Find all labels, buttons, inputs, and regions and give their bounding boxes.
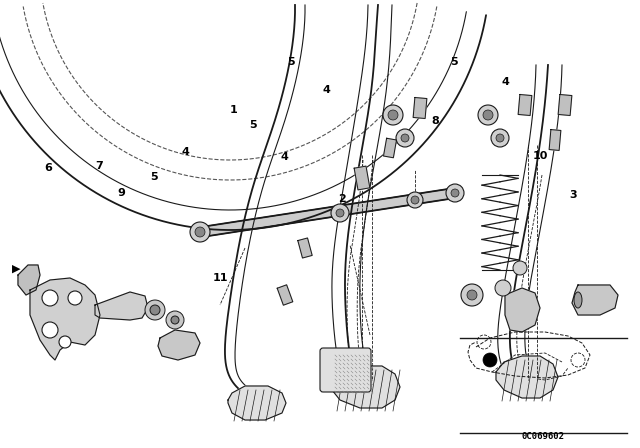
Polygon shape	[158, 330, 200, 360]
Text: 5: 5	[150, 172, 157, 182]
Circle shape	[495, 280, 511, 296]
Text: 5: 5	[287, 57, 295, 67]
Circle shape	[478, 105, 498, 125]
Polygon shape	[558, 95, 572, 116]
Text: 4: 4	[502, 77, 509, 86]
Polygon shape	[277, 285, 292, 305]
Text: 7: 7	[95, 161, 103, 171]
Circle shape	[513, 261, 527, 275]
Polygon shape	[332, 366, 400, 408]
Text: 2: 2	[339, 194, 346, 204]
Circle shape	[496, 134, 504, 142]
Polygon shape	[413, 98, 427, 118]
Circle shape	[190, 222, 210, 242]
Circle shape	[42, 322, 58, 338]
Polygon shape	[30, 278, 100, 360]
Circle shape	[59, 336, 71, 348]
Text: 4: 4	[182, 147, 189, 157]
Circle shape	[150, 305, 160, 315]
Polygon shape	[95, 292, 148, 320]
Polygon shape	[549, 129, 561, 151]
Circle shape	[42, 290, 58, 306]
Circle shape	[171, 316, 179, 324]
Text: 4: 4	[323, 85, 330, 95]
Polygon shape	[572, 285, 618, 315]
Polygon shape	[354, 166, 370, 190]
Circle shape	[411, 196, 419, 204]
Circle shape	[483, 110, 493, 120]
Text: 4: 4	[281, 152, 289, 162]
Polygon shape	[298, 238, 312, 258]
Text: 10: 10	[533, 151, 548, 161]
Polygon shape	[505, 288, 540, 332]
Polygon shape	[383, 138, 397, 158]
Polygon shape	[228, 386, 286, 420]
Circle shape	[483, 353, 497, 367]
Circle shape	[336, 209, 344, 217]
Polygon shape	[496, 356, 558, 398]
Circle shape	[461, 284, 483, 306]
FancyBboxPatch shape	[320, 348, 371, 392]
Text: 1: 1	[230, 105, 237, 115]
Circle shape	[451, 189, 459, 197]
Circle shape	[407, 192, 423, 208]
Ellipse shape	[574, 292, 582, 308]
Text: 0C069602: 0C069602	[522, 432, 565, 441]
Circle shape	[396, 129, 414, 147]
Circle shape	[195, 227, 205, 237]
Circle shape	[331, 204, 349, 222]
Text: 9: 9	[118, 188, 125, 198]
Circle shape	[166, 311, 184, 329]
Text: ▶: ▶	[12, 264, 20, 274]
Text: 3: 3	[569, 190, 577, 200]
Circle shape	[145, 300, 165, 320]
Circle shape	[388, 110, 398, 120]
Text: 8: 8	[431, 116, 439, 126]
Circle shape	[401, 134, 409, 142]
Text: 5: 5	[249, 121, 257, 130]
Polygon shape	[518, 95, 532, 116]
Circle shape	[446, 184, 464, 202]
Polygon shape	[18, 265, 40, 295]
Circle shape	[491, 129, 509, 147]
Circle shape	[383, 105, 403, 125]
Text: 6: 6	[44, 163, 52, 173]
Circle shape	[467, 290, 477, 300]
Circle shape	[68, 291, 82, 305]
Text: 11: 11	[213, 273, 228, 283]
Text: 5: 5	[451, 57, 458, 67]
